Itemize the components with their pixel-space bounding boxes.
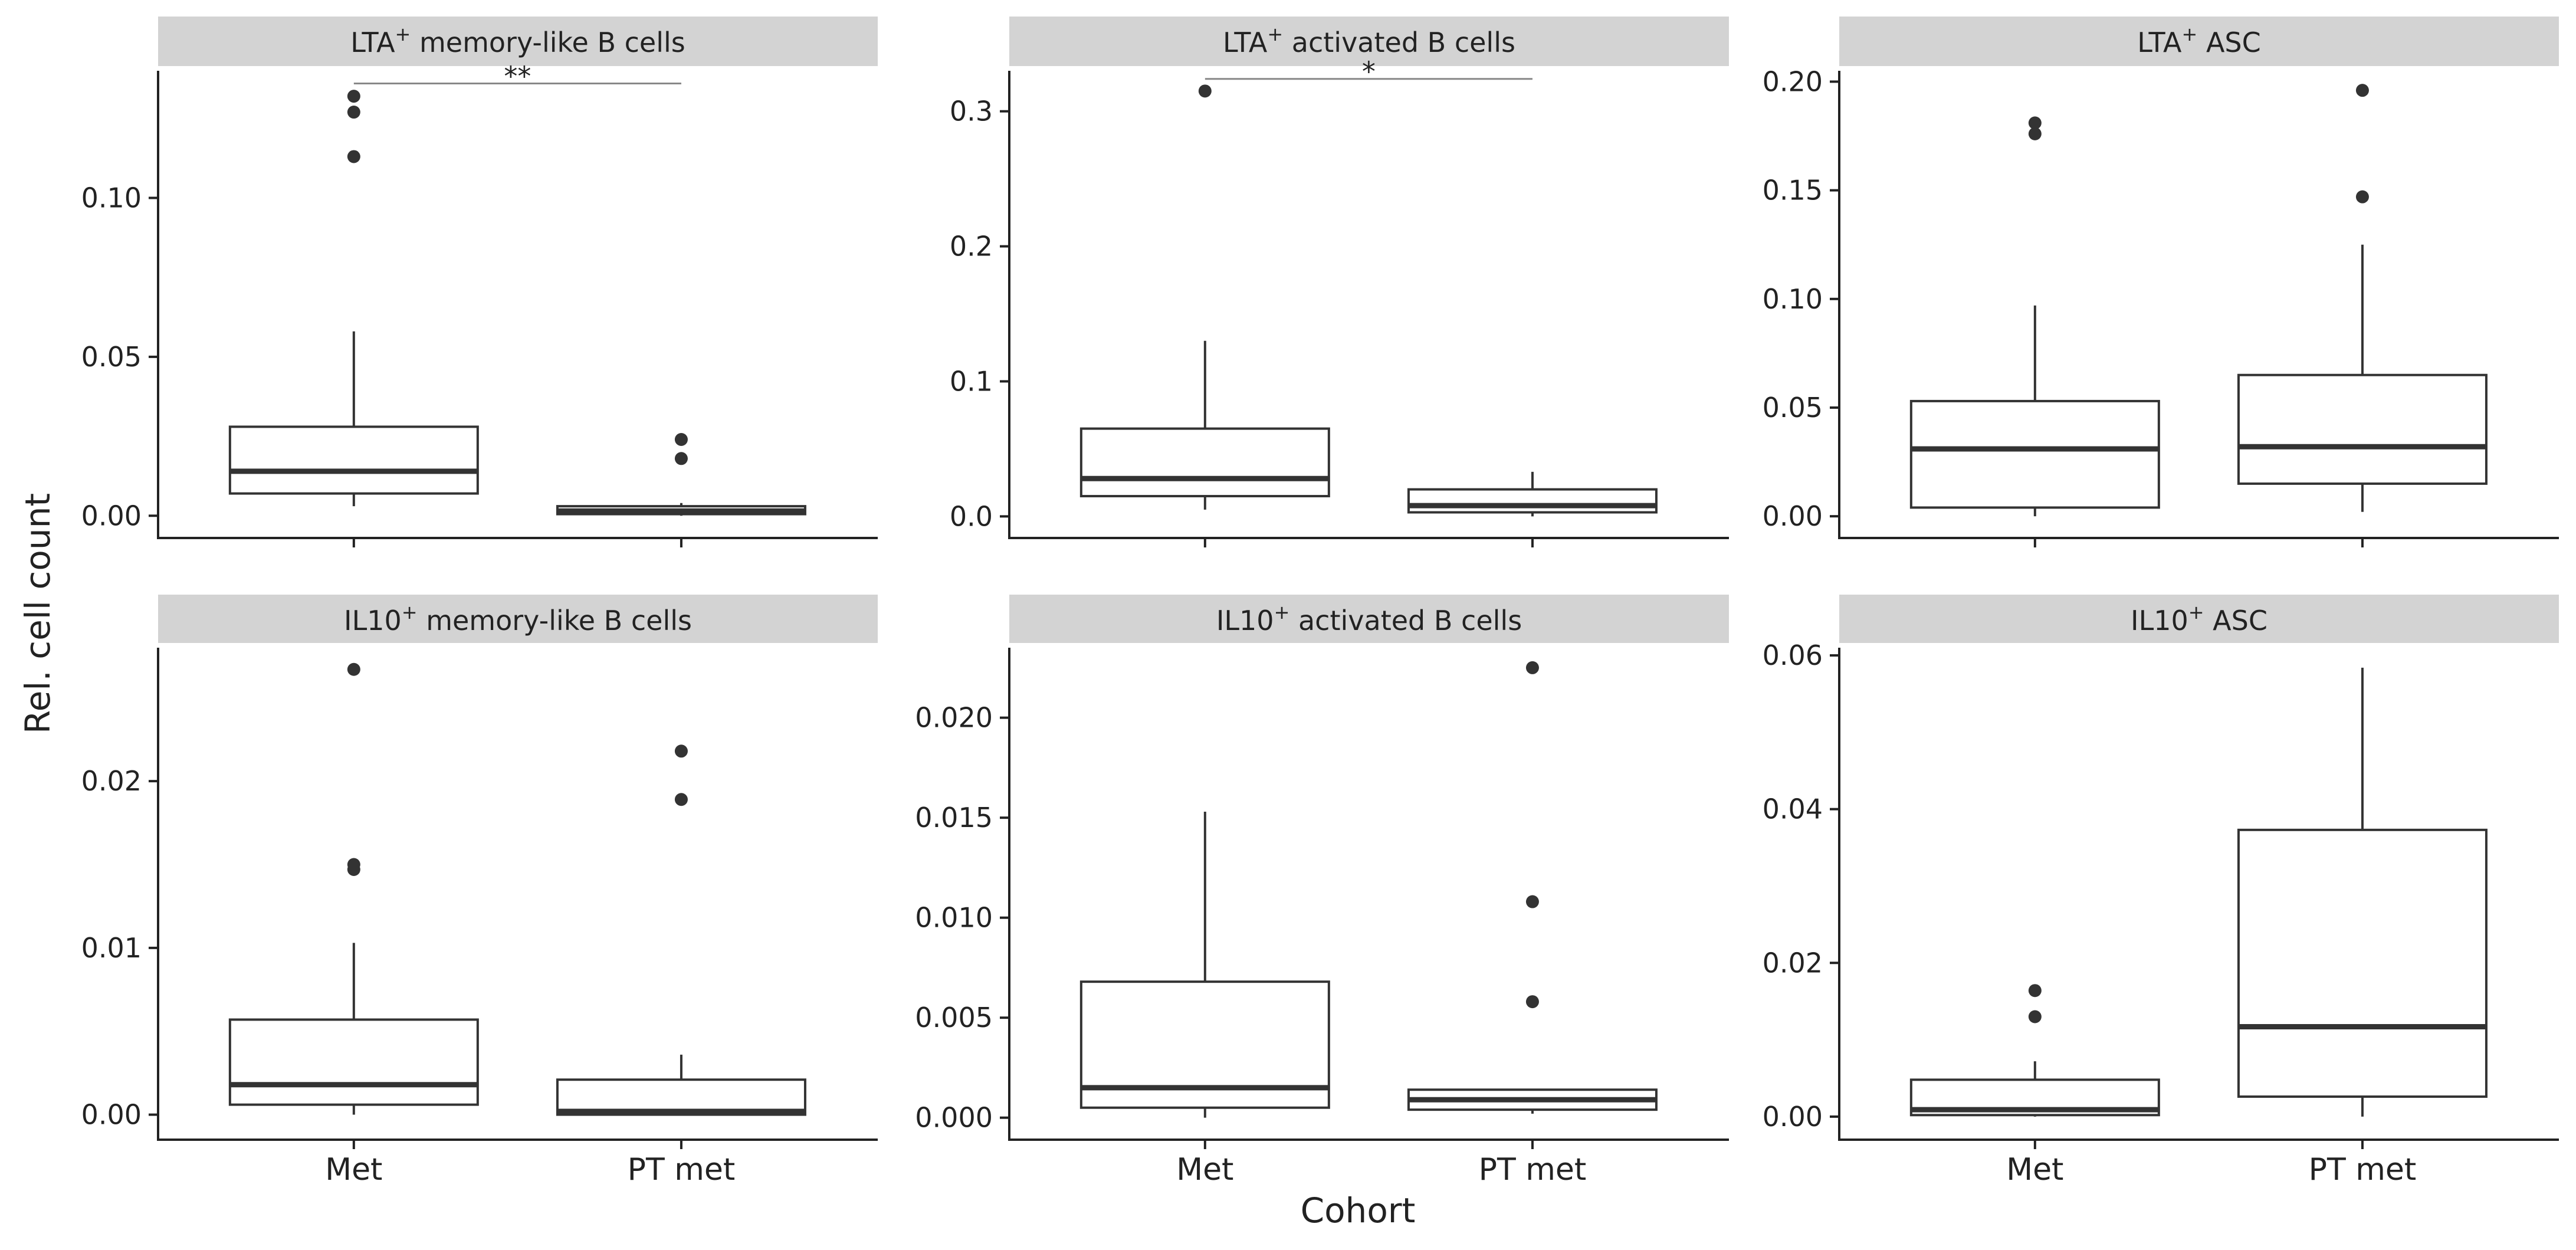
panel: IL10+ activated B cells 0.000 0.005 0.010 0.… (915, 595, 1729, 1187)
x-tick-label: PT met (1479, 1152, 1587, 1187)
outlier-point (674, 744, 688, 758)
outlier-point (1525, 661, 1539, 674)
y-tick-label: 0.05 (1763, 392, 1823, 424)
box (2237, 373, 2488, 485)
box-group (1079, 812, 1330, 1118)
y-tick-label: 0.015 (915, 802, 993, 834)
outlier-point (1525, 995, 1539, 1009)
y-tick-label: 0.00 (1763, 500, 1823, 532)
panel: IL10+ memory-like B cells 0.00 0.01 0.02 Met… (81, 595, 878, 1187)
y-tick-label: 0.3 (950, 96, 993, 127)
outlier-point (347, 662, 360, 676)
box (1909, 399, 2160, 509)
y-tick-label: 0.00 (81, 1099, 142, 1131)
box (2237, 828, 2488, 1098)
box-group (1079, 84, 1330, 510)
panel-strip (1839, 595, 2559, 643)
x-tick-label: PT met (2309, 1152, 2417, 1187)
panel-strip (158, 17, 878, 66)
x-tick-label: Met (2006, 1152, 2063, 1187)
box (1079, 427, 1330, 498)
y-tick-label: 0.04 (1763, 793, 1823, 825)
panel-strip (1009, 595, 1729, 643)
box-group (228, 90, 479, 507)
y-tick-label: 0.00 (81, 500, 142, 532)
outlier-point (1525, 895, 1539, 908)
box-group (1909, 116, 2160, 517)
y-tick-label: 0.1 (950, 365, 993, 397)
y-tick-label: 0.02 (1763, 947, 1823, 979)
box-group (1407, 471, 1658, 517)
y-tick-label: 0.10 (1763, 283, 1823, 315)
box-group (1909, 984, 2160, 1117)
outlier-point (347, 858, 360, 871)
y-tick-label: 0.05 (81, 341, 142, 373)
panel-strip (158, 595, 878, 643)
panel-strip (1839, 17, 2559, 66)
box (228, 425, 479, 495)
outlier-point (2355, 84, 2369, 97)
panel-title: LTA+ ASC (2137, 23, 2261, 58)
outlier-point (2028, 984, 2042, 998)
box (228, 1018, 479, 1106)
box-group (556, 432, 806, 516)
panel-title: IL10+ activated B cells (1216, 601, 1522, 637)
outlier-point (674, 793, 688, 806)
y-tick-label: 0.2 (950, 231, 993, 263)
panel: LTA+ memory-like B cells 0.00 0.05 0.10 ** (81, 17, 878, 547)
y-tick-label: 0.000 (915, 1102, 993, 1134)
outlier-point (347, 90, 360, 103)
outlier-point (347, 106, 360, 119)
outlier-point (347, 150, 360, 163)
panel-title: LTA+ memory-like B cells (350, 23, 685, 58)
y-tick-label: 0.02 (81, 765, 142, 797)
y-tick-label: 0.06 (1763, 639, 1823, 671)
panel-grid: LTA+ memory-like B cells0.000.050.10**LT… (81, 17, 2559, 1187)
panel-title: LTA+ activated B cells (1223, 23, 1515, 58)
y-tick-label: 0.15 (1763, 175, 1823, 206)
x-tick-label: Met (1176, 1152, 1233, 1187)
y-tick-label: 0.0 (950, 500, 993, 532)
y-tick-label: 0.10 (81, 182, 142, 214)
box-group (556, 744, 806, 1116)
significance-label: ** (504, 61, 531, 93)
panel-title: IL10+ memory-like B cells (344, 601, 692, 637)
outlier-point (2028, 116, 2042, 130)
x-axis-title: Cohort (1301, 1190, 1416, 1231)
panel-strip (1009, 17, 1729, 66)
x-tick-label: PT met (628, 1152, 736, 1187)
y-axis-title: Rel. cell count (18, 493, 58, 734)
outlier-point (2028, 1010, 2042, 1023)
box-group (228, 662, 479, 1115)
panel: LTA+ ASC 0.00 0.05 0.10 0.15 0.20 (1763, 17, 2559, 547)
box (1407, 488, 1658, 514)
y-tick-label: 0.010 (915, 902, 993, 934)
y-tick-label: 0.01 (81, 932, 142, 964)
outlier-point (1198, 84, 1212, 98)
outlier-point (2028, 127, 2042, 140)
panel: IL10+ ASC 0.00 0.02 0.04 0.06 Met PT met (1763, 595, 2559, 1187)
box-group (1407, 661, 1658, 1114)
outlier-point (2355, 190, 2369, 204)
outlier-point (674, 432, 688, 446)
y-tick-label: 0.005 (915, 1002, 993, 1034)
box-group (2237, 84, 2488, 512)
box-group (2237, 667, 2488, 1117)
outlier-point (674, 452, 688, 465)
panel: LTA+ activated B cells 0.0 0.1 0.2 0.3 * (950, 17, 1729, 547)
y-tick-label: 0.00 (1763, 1101, 1823, 1133)
panel-title: IL10+ ASC (2131, 601, 2267, 637)
significance-label: * (1362, 56, 1376, 88)
y-tick-label: 0.20 (1763, 65, 1823, 97)
y-tick-label: 0.020 (915, 702, 993, 734)
x-tick-label: Met (325, 1152, 382, 1187)
